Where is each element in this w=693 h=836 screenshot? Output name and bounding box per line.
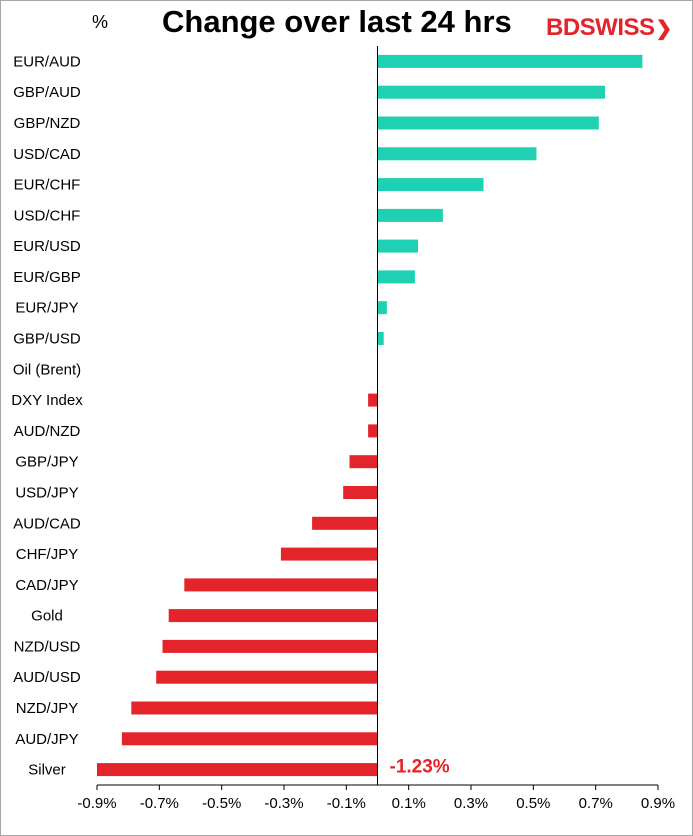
category-label: AUD/NZD (14, 423, 81, 440)
x-tick-label: 0.1% (392, 795, 426, 812)
bar (377, 54, 643, 68)
category-label: USD/CAD (13, 146, 81, 163)
category-label: GBP/USD (13, 331, 81, 348)
data-label: -1.23% (390, 757, 450, 778)
unit-label: % (92, 12, 109, 32)
x-tick-label: -0.1% (327, 795, 366, 812)
bar (377, 116, 599, 130)
bar (377, 85, 605, 99)
category-label: EUR/GBP (13, 269, 81, 286)
x-tick-label: 0.3% (454, 795, 488, 812)
bar (377, 332, 384, 345)
x-tick-label: 0.5% (516, 795, 550, 812)
x-tick-label: -0.9% (77, 795, 116, 812)
bar (377, 270, 415, 284)
category-label: EUR/USD (13, 238, 81, 255)
bar (349, 455, 378, 469)
bar (377, 239, 418, 253)
logo-swiss: SWISS (579, 14, 655, 41)
bar (312, 516, 378, 530)
x-tick-label: -0.7% (140, 795, 179, 812)
bar (280, 547, 378, 561)
bar (377, 208, 443, 222)
category-label: GBP/NZD (14, 115, 81, 132)
category-label: USD/JPY (15, 485, 78, 502)
category-label: EUR/AUD (13, 53, 81, 70)
category-label: NZD/JPY (16, 700, 79, 717)
chart-title: Change over last 24 hrs (162, 4, 512, 39)
bar (368, 393, 378, 407)
bar (97, 763, 378, 777)
category-label: Gold (31, 608, 63, 625)
bar (162, 639, 378, 653)
category-label: Silver (28, 762, 66, 779)
category-label: AUD/JPY (15, 731, 78, 748)
bar (377, 301, 387, 315)
category-label: NZD/USD (14, 638, 81, 655)
x-tick-label: 0.7% (579, 795, 613, 812)
category-label: AUD/USD (13, 669, 81, 686)
category-label: EUR/CHF (14, 177, 81, 194)
category-label: AUD/CAD (13, 515, 81, 532)
logo-bd: BD (546, 14, 580, 41)
x-tick-label: -0.3% (264, 795, 303, 812)
x-tick-label: -0.5% (202, 795, 241, 812)
bar (184, 578, 378, 592)
bar (343, 486, 378, 499)
bar (368, 424, 378, 438)
category-label: Oil (Brent) (13, 361, 81, 378)
x-tick-label: 0.9% (641, 795, 675, 812)
bar (131, 701, 378, 715)
category-label: USD/CHF (14, 207, 81, 224)
category-label: GBP/JPY (15, 454, 78, 471)
bar (121, 732, 378, 746)
category-label: CAD/JPY (15, 577, 78, 594)
bar (377, 147, 537, 161)
category-label: CHF/JPY (16, 546, 79, 563)
bar (377, 178, 484, 192)
chevron-logo-icon: ❯ (655, 18, 673, 40)
category-label: GBP/AUD (13, 84, 81, 101)
bar (168, 609, 378, 623)
bdswiss-logo: BDSWISS❯ (546, 14, 672, 42)
category-label: DXY Index (11, 392, 83, 409)
bar (156, 670, 378, 684)
category-label: EUR/JPY (15, 300, 78, 317)
